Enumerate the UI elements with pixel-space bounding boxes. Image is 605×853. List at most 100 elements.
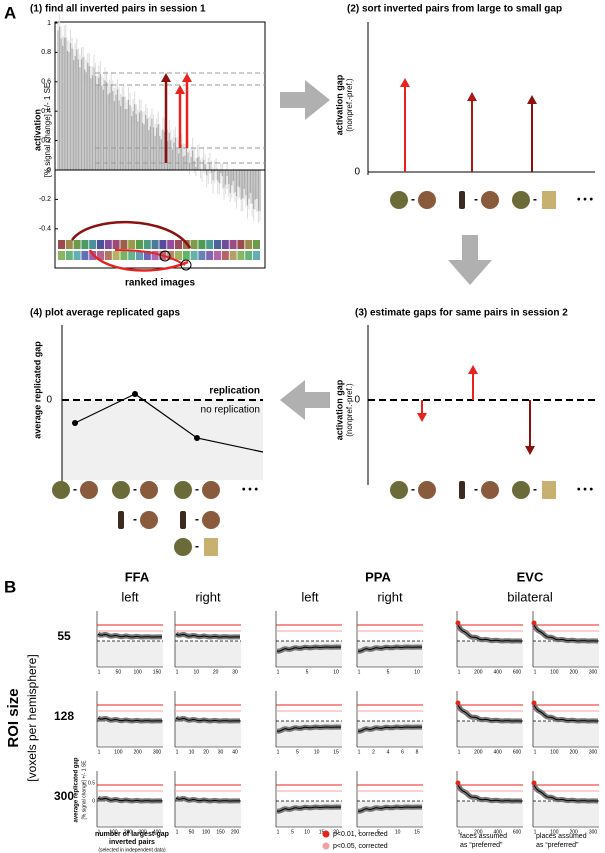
bar: [167, 141, 169, 170]
bar: [79, 67, 81, 170]
icon: [174, 481, 192, 499]
bar: [174, 137, 177, 170]
tick-label: 200: [569, 669, 578, 675]
thumbnail: [104, 251, 112, 260]
bar: [118, 100, 120, 170]
icon: [202, 481, 220, 499]
curve: [97, 633, 162, 638]
tick-label: 0.6: [41, 79, 51, 86]
icon: [118, 511, 124, 529]
bar: [257, 170, 260, 212]
tick-label: 4: [387, 749, 390, 755]
thumbnail: [65, 251, 73, 260]
tick-label: 20: [203, 749, 209, 755]
bar: [146, 118, 148, 170]
icon: [202, 511, 220, 529]
bar: [171, 149, 173, 170]
thumbnail: [97, 251, 104, 260]
bar: [76, 49, 78, 170]
below-area: [533, 721, 599, 747]
below-area: [457, 721, 523, 747]
thumbnail: [175, 240, 182, 249]
bar: [123, 96, 125, 170]
bar: [71, 48, 73, 170]
legend-marker: [322, 842, 330, 850]
pair-separator: -: [73, 482, 77, 496]
thumbnail: [81, 240, 89, 249]
bar: [140, 110, 142, 170]
tick-label: 1: [176, 669, 179, 675]
thumbnail: [221, 251, 229, 260]
curve: [457, 704, 522, 722]
tick-label: 0: [354, 395, 360, 406]
column-title: right: [377, 589, 403, 604]
y-label: (nonpref.-pref.): [345, 383, 354, 437]
icon: [174, 538, 192, 556]
tick-label: 1: [277, 749, 280, 755]
line: [74, 393, 264, 453]
flow-arrow: [280, 80, 330, 120]
arrow-head: [175, 85, 185, 94]
bar: [160, 139, 162, 170]
bar: [235, 170, 238, 197]
pair-separator: -: [133, 482, 137, 496]
group-title: PPA: [365, 569, 391, 584]
tick-label: 1: [358, 749, 361, 755]
legend-label: p<0.05, corrected: [333, 843, 388, 850]
bar: [104, 80, 106, 170]
tick-label: 5: [387, 669, 390, 675]
bar: [217, 170, 219, 181]
tick-label: 5: [306, 669, 309, 675]
bar: [157, 124, 159, 170]
column-title: left: [301, 589, 319, 604]
tick-label: 0.2: [41, 137, 51, 144]
bar: [107, 94, 109, 170]
bar: [234, 170, 236, 193]
tick-label: 300: [138, 829, 147, 835]
error-band: [455, 623, 523, 644]
bar: [149, 126, 151, 170]
icon: [459, 481, 465, 499]
x-label: inverted pairs: [109, 839, 155, 846]
bar: [110, 84, 112, 170]
y-label: average replicated gap: [32, 341, 42, 439]
bar: [91, 75, 94, 170]
curve: [97, 797, 162, 802]
bar: [98, 77, 100, 170]
tick-label: 1: [277, 829, 280, 835]
marker: [531, 780, 537, 786]
step-title: (3) estimate gaps for same pairs in sess…: [355, 308, 568, 319]
bar: [69, 43, 72, 170]
bar: [77, 59, 79, 171]
thumbnail: [221, 240, 229, 249]
thumbnail: [198, 240, 206, 249]
bar: [195, 167, 197, 170]
thumbnail: [136, 251, 143, 260]
thumbnail: [151, 251, 159, 260]
thumbnail: [190, 240, 198, 249]
tick-label: 600: [513, 749, 522, 755]
bar: [173, 142, 175, 170]
below-area: [97, 641, 163, 667]
flow-arrow: [448, 235, 492, 285]
bar: [210, 170, 213, 173]
bar: [99, 73, 101, 170]
thumbnail: [120, 240, 128, 249]
bar: [209, 163, 211, 170]
tick-label: 5: [377, 829, 380, 835]
thumbnail: [97, 240, 104, 249]
thumbnail: [229, 251, 237, 260]
tick-label: 15: [319, 829, 325, 835]
thumbnail: [237, 240, 245, 249]
highlight: [180, 259, 192, 271]
tick-label: 10: [414, 669, 420, 675]
thumbnail: [214, 251, 221, 260]
note: places assumed: [536, 833, 587, 840]
bar: [215, 168, 217, 170]
y-label: ROI size: [5, 688, 22, 747]
error-band: [455, 703, 523, 724]
thumbnail: [65, 240, 73, 249]
bar: [101, 85, 103, 170]
icon: [418, 191, 436, 209]
tick-label: 200: [569, 829, 578, 835]
